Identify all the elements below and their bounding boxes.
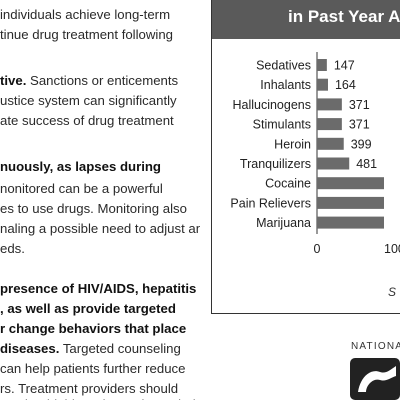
body-text-line: nts that highly active antiretroviral [0, 396, 196, 400]
bar-chart: Sedatives 147 Inhalants 164 Hallucinogens 371… [230, 52, 400, 256]
bar [317, 59, 327, 71]
body-text: Sanctions or enticements [26, 73, 179, 88]
body-text-bold: tive. [0, 73, 27, 88]
body-text: individuals achieve long-term [0, 7, 171, 22]
bar [317, 157, 350, 170]
data-label: 399 [351, 137, 372, 151]
body-text-line: rs. Treatment providers should [0, 380, 178, 398]
data-label: 371 [349, 118, 370, 132]
body-text-line: can help patients further reduce [0, 360, 185, 378]
body-text: es to use drugs. Monitoring also [0, 201, 187, 216]
body-text-line: ustice system can significantly [0, 92, 177, 110]
body-text-line: tive. Sanctions or enticements [0, 72, 178, 90]
body-text-line: r change behaviors that place [0, 320, 186, 338]
body-text-bold: diseases. [0, 341, 60, 356]
category-label: Marijuana [256, 216, 311, 230]
body-text-bold: presence of HIV/AIDS, hepatitis [0, 281, 197, 296]
organization-logo-icon [350, 358, 400, 400]
x-tick-label: 0 [314, 242, 321, 256]
data-label: 481 [356, 157, 377, 171]
body-text: ustice system can significantly [0, 93, 177, 108]
body-text: can help patients further reduce [0, 361, 186, 376]
category-label: Tranquilizers [240, 157, 311, 171]
category-label: Hallucinogens [232, 98, 311, 112]
body-text: nonitored can be a powerful [0, 181, 163, 196]
body-text-line: nonitored can be a powerful [0, 180, 163, 198]
body-text: ate success of drug treatment [0, 113, 174, 128]
body-text: eds. [0, 241, 25, 256]
body-text-line: individuals achieve long-term [0, 6, 170, 24]
chart-title: in Past Year A [288, 7, 400, 26]
category-label: Pain Relievers [230, 196, 311, 210]
body-text-line: tinue drug treatment following [0, 26, 173, 44]
bar [317, 196, 384, 209]
body-text-line: presence of HIV/AIDS, hepatitis [0, 280, 196, 298]
bar [317, 177, 384, 190]
body-text-bold: nuously, as lapses during [0, 159, 161, 174]
article-text-column: individuals achieve long-term tinue drug … [0, 6, 200, 400]
body-text: Targeted counseling [59, 341, 181, 356]
category-label: Heroin [274, 137, 311, 151]
body-text-line: es to use drugs. Monitoring also [0, 200, 187, 218]
body-text: naling a possible need to adjust an [0, 221, 200, 236]
x-tick-label: 1000 [384, 242, 400, 256]
body-text-line: nuously, as lapses during [0, 158, 161, 176]
body-text-line: ate success of drug treatment [0, 112, 174, 130]
data-label: 371 [349, 98, 370, 112]
body-text-bold: r change behaviors that place [0, 321, 187, 336]
bar [317, 98, 342, 111]
category-label: Cocaine [265, 177, 311, 191]
body-text-line: , as well as provide targeted [0, 300, 176, 318]
body-text: tinue drug treatment following [0, 27, 174, 42]
bar [317, 137, 344, 150]
organization-name: NATIONA [351, 341, 400, 352]
bar [317, 118, 342, 131]
body-text: nts that highly active antiretroviral [0, 397, 196, 400]
body-text-bold: , as well as provide targeted [0, 301, 176, 316]
category-label: Inhalants [260, 78, 311, 92]
body-text-line: naling a possible need to adjust an [0, 220, 200, 238]
bar [317, 78, 328, 91]
data-label: 147 [334, 59, 355, 73]
data-label: 164 [335, 78, 356, 92]
body-text-line: diseases. Targeted counseling [0, 340, 181, 358]
body-text: rs. Treatment providers should [0, 381, 179, 396]
category-label: Sedatives [256, 59, 311, 73]
chart-header: in Past Year A [212, 0, 400, 39]
chart-panel: in Past Year A Sedatives 147 Inhalants 164 H… [211, 0, 400, 314]
category-label: Stimulants [253, 118, 311, 132]
chart-source: S [388, 285, 397, 299]
bar [317, 216, 384, 229]
body-text-line: eds. [0, 240, 25, 258]
